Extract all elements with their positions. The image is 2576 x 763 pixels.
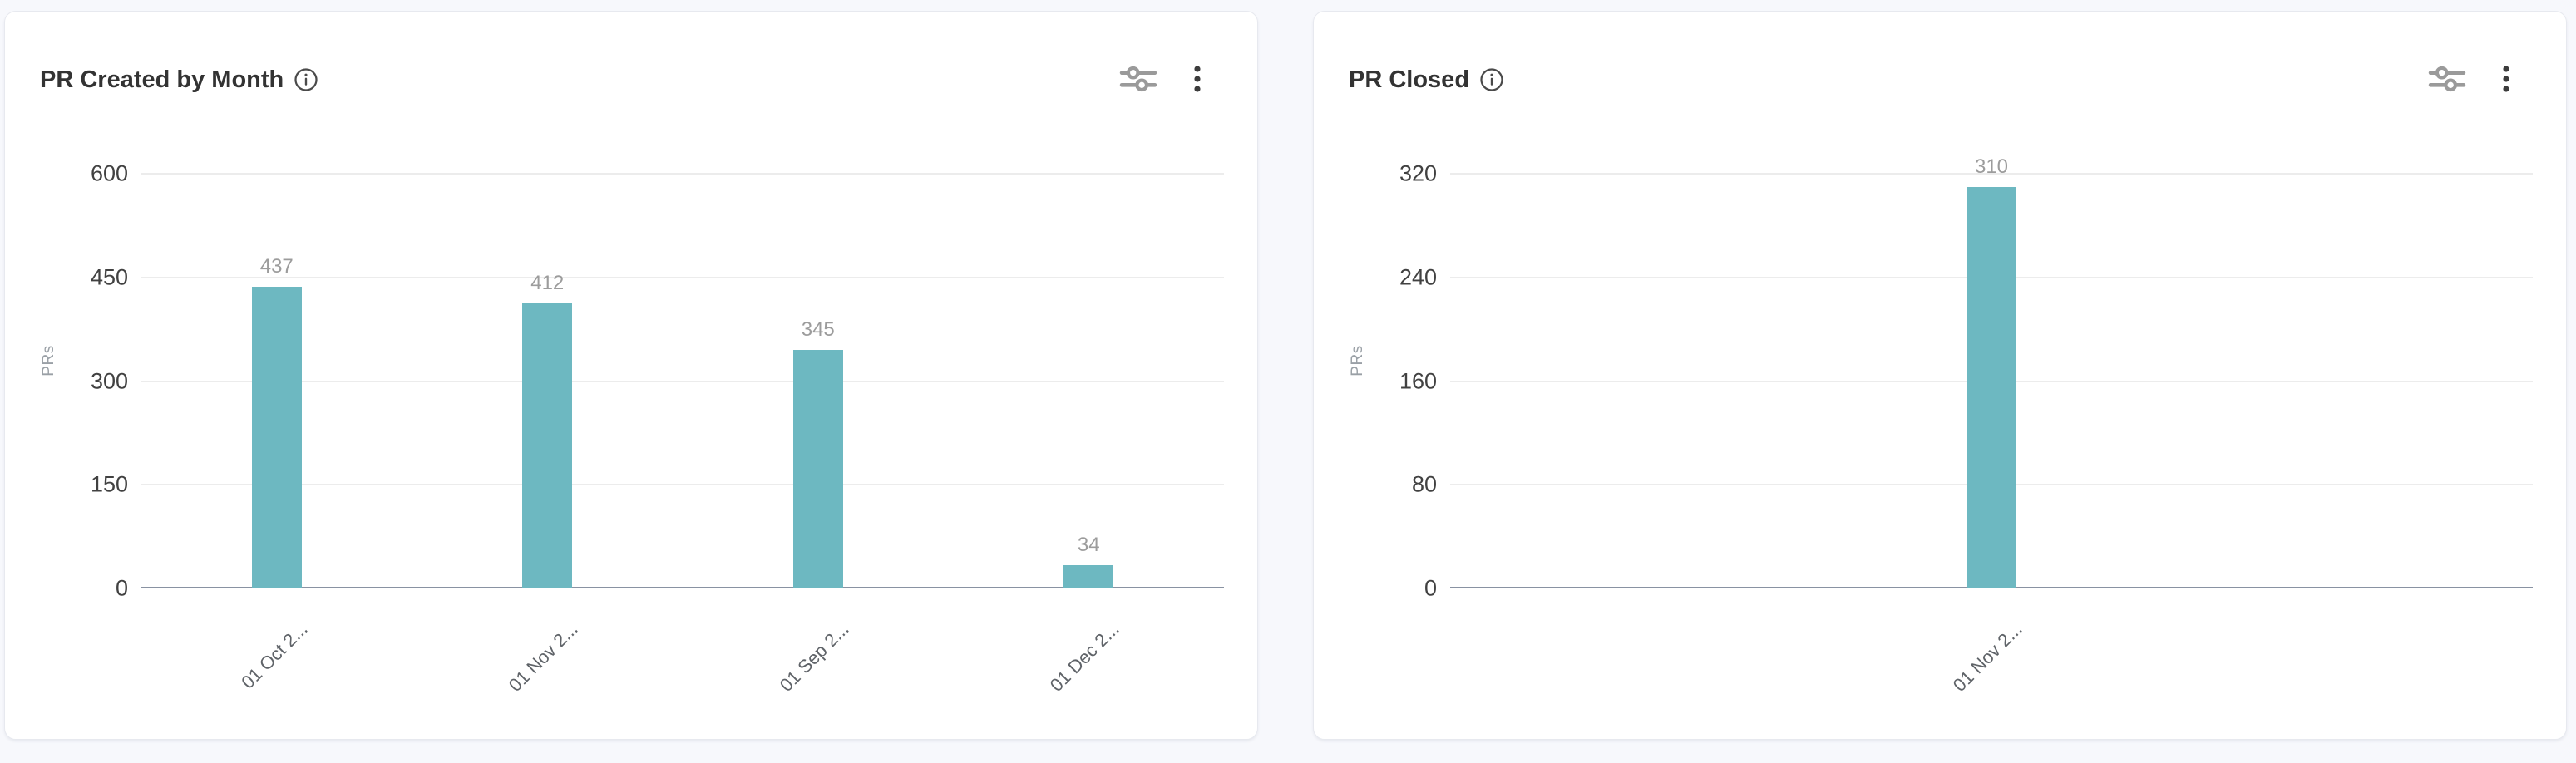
x-tick-label: 01 Oct 2... [236, 618, 312, 693]
gridline [141, 173, 1224, 175]
bar[interactable] [522, 303, 573, 588]
kebab-menu-icon [2491, 62, 2521, 98]
chart-title: PR Created by Month [40, 66, 284, 93]
kebab-menu-icon [1182, 62, 1212, 98]
gridline [141, 484, 1224, 486]
bar-value-label: 34 [1077, 533, 1100, 556]
card-header: PR Closed [1349, 62, 2523, 98]
y-tick-label: 0 [1424, 575, 1437, 601]
bar-value-label: 345 [801, 318, 835, 342]
bar-value-label: 310 [1974, 155, 2009, 178]
y-tick-label: 600 [90, 160, 128, 186]
y-tick-label: 320 [1399, 160, 1437, 186]
y-tick-label: 240 [1399, 264, 1437, 290]
y-tick-label: 300 [90, 368, 128, 393]
chart-title: PR Closed [1349, 66, 1470, 93]
pr-closed-card: PR Closed [1313, 11, 2567, 740]
info-icon[interactable] [1479, 67, 1504, 92]
gridline [1450, 173, 2533, 175]
chart-filter-button[interactable] [2426, 62, 2468, 98]
gridline [141, 276, 1224, 278]
chart-filter-button[interactable] [1118, 62, 1159, 98]
bar[interactable] [251, 286, 302, 588]
filter-sliders-icon [2428, 64, 2466, 96]
y-tick-label: 150 [90, 471, 128, 497]
x-tick-label: 01 Dec 2... [1046, 618, 1123, 696]
y-tick-label: 80 [1411, 471, 1437, 497]
x-tick-label: 01 Nov 2... [1948, 618, 2026, 696]
y-axis-title: PRs [1349, 344, 1366, 377]
bar-value-label: 437 [259, 254, 294, 278]
gridline [141, 380, 1224, 382]
filter-sliders-icon [1119, 64, 1157, 96]
pr-created-by-month-card: PR Created by Month [4, 11, 1258, 740]
x-axis-line [141, 586, 1224, 588]
card-header: PR Created by Month [40, 62, 1214, 98]
y-tick-label: 450 [90, 264, 128, 290]
y-tick-label: 0 [115, 575, 128, 601]
bar-chart-plot: 0 150 300 450 600 PRs 437 01 Oct 2... 412 01 Nov … [40, 161, 1224, 696]
bar-value-label: 412 [530, 272, 565, 295]
bar[interactable] [792, 350, 843, 588]
y-axis-title: PRs [40, 344, 57, 377]
bar[interactable] [1967, 186, 2016, 588]
x-tick-label: 01 Sep 2... [775, 618, 853, 696]
bar-chart-plot: 0 80 160 240 320 PRs 310 01 Nov 2... [1349, 155, 2533, 696]
info-icon[interactable] [294, 67, 318, 92]
y-tick-label: 160 [1399, 368, 1437, 393]
chart-menu-button[interactable] [1181, 61, 1214, 100]
bar[interactable] [1063, 564, 1114, 588]
x-tick-label: 01 Nov 2... [505, 618, 582, 696]
chart-menu-button[interactable] [2490, 61, 2523, 100]
